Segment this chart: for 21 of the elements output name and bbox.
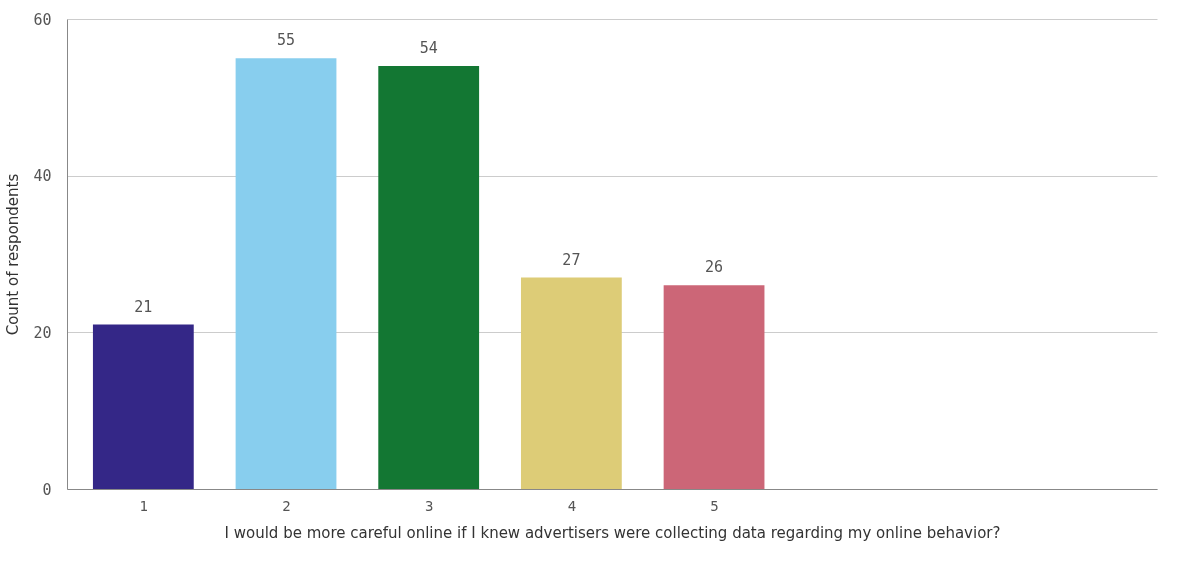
y-tick-label: 40: [33, 167, 52, 186]
bar: [520, 277, 622, 489]
data-label: 27: [562, 250, 581, 269]
data-label: 55: [276, 31, 296, 50]
x-axis-title: I would be more careful online if I knew advertisers were collecting data regarding my online behavior?: [224, 523, 1001, 542]
bar: [663, 285, 765, 489]
y-tick-label: 20: [33, 323, 52, 342]
bar: [92, 324, 194, 489]
bar: [378, 66, 480, 489]
bar: [235, 58, 337, 489]
x-tick-label: 2: [282, 497, 291, 514]
y-tick-label: 0: [42, 480, 52, 499]
x-tick-label: 3: [424, 497, 434, 514]
data-label: 26: [705, 258, 724, 277]
x-tick-label: 5: [710, 497, 719, 514]
data-label: 21: [134, 297, 153, 316]
x-tick-label: 4: [567, 497, 577, 514]
y-tick-label: 60: [33, 10, 52, 29]
data-label: 54: [419, 39, 438, 57]
y-axis-title: Count of respondents: [4, 173, 23, 336]
x-tick-label: 1: [139, 497, 149, 514]
